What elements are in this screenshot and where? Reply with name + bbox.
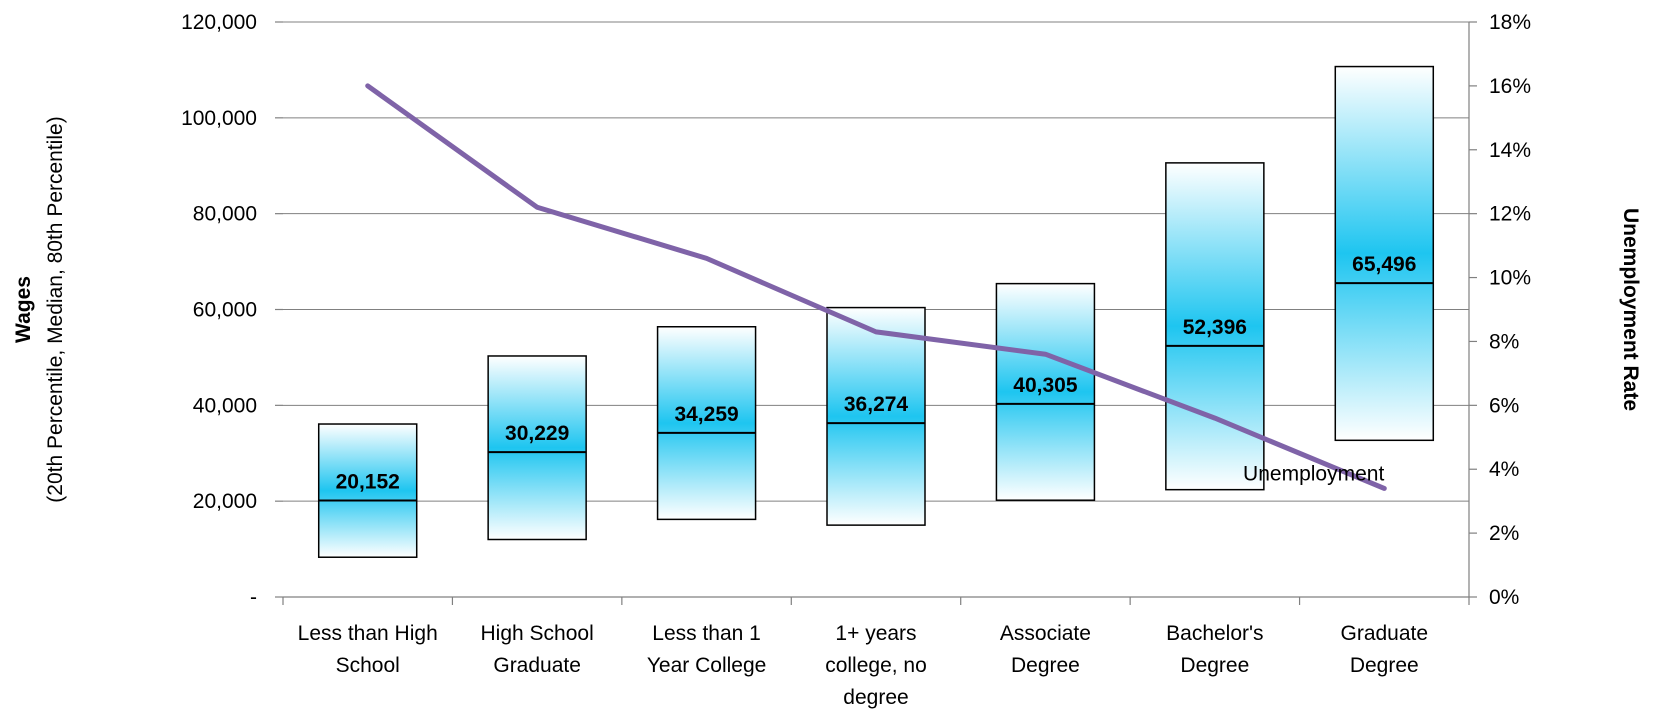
category-label-line: college, no — [825, 654, 927, 677]
right-tick-label-6: 12% — [1489, 203, 1531, 226]
category-label-line: degree — [843, 686, 908, 709]
axes — [275, 21, 1477, 605]
wage-range-box — [826, 306, 926, 526]
wage-range-box — [1165, 162, 1265, 491]
category-label-4: Associate Degree — [1000, 622, 1091, 677]
unemployment-line — [365, 83, 1387, 491]
right-tick-label-2: 4% — [1489, 458, 1519, 481]
category-label-line: Degree — [1011, 654, 1080, 677]
median-label-1: 30,229 — [505, 422, 569, 445]
right-tick-label-9: 18% — [1489, 11, 1531, 34]
left-tick-label-0: - — [250, 586, 257, 609]
left-tick-label-6: 120,000 — [181, 11, 257, 34]
labels: - 20,000 40,000 60,000 80,000 100,000 120,000 0… — [12, 11, 1642, 709]
wage-box-2 — [656, 326, 757, 521]
category-label-2: Less than 1 Year College — [647, 622, 766, 677]
right-tick-label-7: 14% — [1489, 139, 1531, 162]
left-tick-label-2: 40,000 — [193, 394, 257, 417]
category-label-line: School — [336, 654, 400, 677]
category-label-1: High School Graduate — [481, 622, 594, 677]
wage-box-6 — [1334, 65, 1435, 442]
category-label-line: Less than High — [298, 622, 438, 645]
median-label-6: 65,496 — [1352, 253, 1416, 276]
left-tick-label-3: 60,000 — [193, 299, 257, 322]
wage-range-box — [995, 282, 1096, 501]
right-tick-label-5: 10% — [1489, 267, 1531, 290]
wage-box-0 — [317, 423, 418, 558]
right-tick-label-8: 16% — [1489, 75, 1531, 98]
wage-range-box — [317, 423, 418, 558]
category-label-line: Degree — [1180, 654, 1249, 677]
category-label-3: 1+ years college, no degree — [825, 622, 927, 709]
wage-range-box — [1334, 65, 1435, 442]
right-tick-label-0: 0% — [1489, 586, 1519, 609]
category-label-0: Less than High School — [298, 622, 438, 677]
left-tick-label-4: 80,000 — [193, 203, 257, 226]
wage-box-1 — [487, 355, 587, 541]
median-label-0: 20,152 — [336, 470, 400, 493]
left-axis-subtitle: (20th Percentile, Median, 80th Percentil… — [44, 116, 67, 502]
left-tick-label-1: 20,000 — [193, 490, 257, 513]
category-label-5: Bachelor's Degree — [1166, 622, 1263, 677]
category-label-line: Bachelor's — [1166, 622, 1263, 645]
median-label-2: 34,259 — [674, 403, 738, 426]
median-label-4: 40,305 — [1013, 374, 1078, 397]
category-label-line: Graduate — [493, 654, 581, 677]
wage-boxes — [317, 65, 1435, 558]
left-axis-title: Wages — [12, 276, 35, 343]
right-tick-label-1: 2% — [1489, 522, 1519, 545]
wage-range-box — [656, 326, 757, 521]
wage-box-5 — [1165, 162, 1265, 491]
category-label-line: Year College — [647, 654, 766, 677]
right-tick-label-3: 6% — [1489, 394, 1519, 417]
unemployment-series-label: Unemployment — [1243, 462, 1384, 485]
wage-range-box — [487, 355, 587, 541]
right-axis-title: Unemployment Rate — [1619, 208, 1642, 411]
category-label-6: Graduate Degree — [1341, 622, 1429, 677]
category-label-line: High School — [481, 622, 594, 645]
wage-box-3 — [826, 306, 926, 526]
wage-box-4 — [995, 282, 1096, 501]
category-label-line: Associate — [1000, 622, 1091, 645]
category-label-line: Less than 1 — [652, 622, 761, 645]
median-label-3: 36,274 — [844, 393, 909, 416]
right-tick-label-4: 8% — [1489, 330, 1519, 353]
median-label-5: 52,396 — [1183, 316, 1247, 339]
category-label-line: Graduate — [1341, 622, 1429, 645]
category-label-line: Degree — [1350, 654, 1419, 677]
category-label-line: 1+ years — [835, 622, 916, 645]
left-tick-label-5: 100,000 — [181, 107, 257, 130]
